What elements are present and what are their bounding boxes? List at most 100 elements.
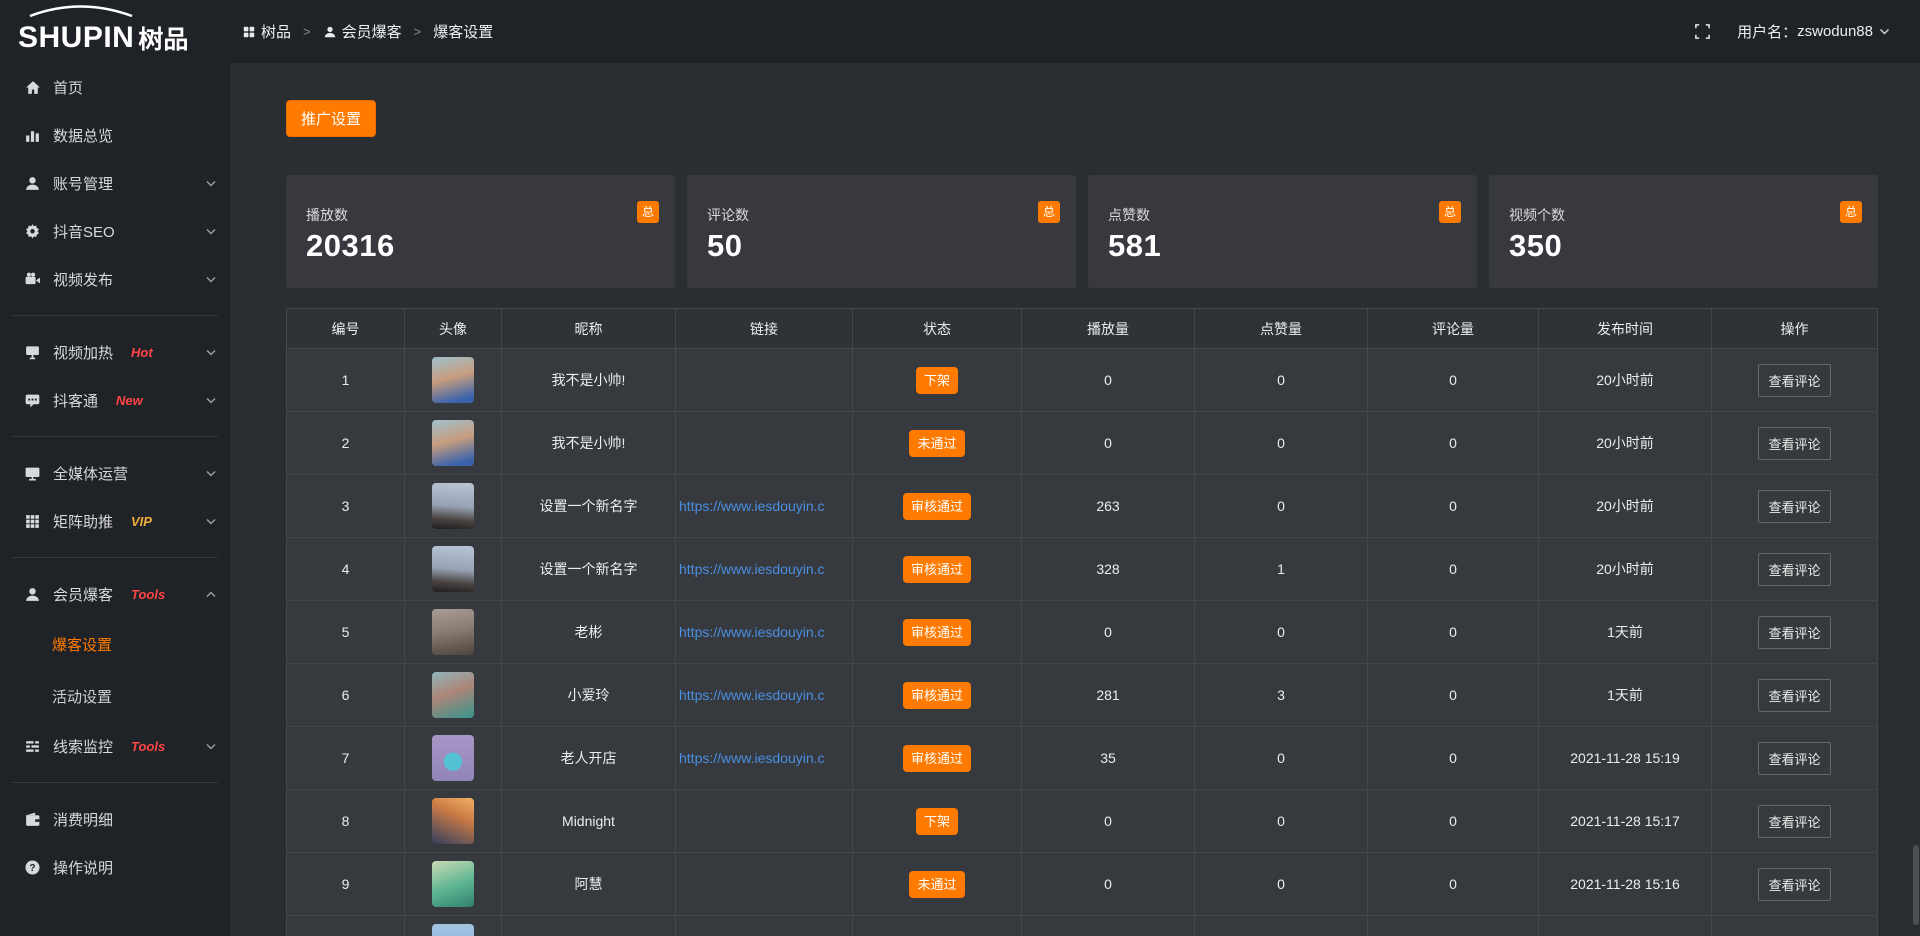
view-comments-button[interactable]: 查看评论 (1758, 678, 1831, 712)
monitor-icon (24, 465, 41, 482)
breadcrumb-separator: > (303, 24, 311, 39)
action-cell: 查看评论 (1712, 538, 1877, 600)
view-comments-button[interactable]: 查看评论 (1758, 426, 1831, 460)
logo-arc-icon (29, 5, 133, 18)
sidebar-item-抖音SEO[interactable]: 抖音SEO (0, 207, 230, 255)
sidebar-item-抖客通[interactable]: 抖客通 New (0, 376, 230, 424)
sidebar-item-会员爆客[interactable]: 会员爆客 Tools (0, 570, 230, 618)
sidebar-item-视频发布[interactable]: 视频发布 (0, 255, 230, 303)
likes-cell: 0 (1195, 853, 1368, 915)
status-badge[interactable]: 审核通过 (902, 681, 971, 709)
row-number-cell: 4 (287, 538, 405, 600)
status-badge[interactable]: 审核通过 (902, 618, 971, 646)
view-comments-button[interactable]: 查看评论 (1758, 363, 1831, 397)
status-badge[interactable]: 审核通过 (902, 555, 971, 583)
comments-cell: 0 (1368, 727, 1539, 789)
avatar (432, 609, 474, 655)
view-comments-button[interactable]: 查看评论 (1758, 804, 1831, 838)
avatar (432, 924, 474, 936)
fullscreen-icon[interactable] (1694, 23, 1711, 40)
nickname-cell: 我不是小帅! (502, 349, 676, 411)
sidebar-item-全媒体运营[interactable]: 全媒体运营 (0, 449, 230, 497)
main-content: 推广设置 播放数 20316 总评论数 50 总点赞数 581 总视频个数 350 总 编号 头像… (230, 63, 1920, 936)
likes-cell: 3 (1195, 664, 1368, 726)
video-icon (24, 271, 41, 288)
link-cell: https://www.iesdouyin.c (676, 601, 853, 663)
video-link[interactable]: https://www.iesdouyin.c (679, 561, 825, 577)
chevron-down-icon (206, 180, 216, 187)
view-comments-button[interactable]: 查看评论 (1758, 741, 1831, 775)
stat-card-value: 50 (707, 228, 743, 263)
chevron-down-icon (206, 397, 216, 404)
status-badge[interactable]: 未通过 (909, 429, 965, 457)
sidebar-item-视频加热[interactable]: 视频加热 Hot (0, 328, 230, 376)
likes-cell: 0 (1195, 601, 1368, 663)
action-cell: 查看评论 (1712, 412, 1877, 474)
sidebar-tag: Tools (131, 738, 166, 754)
sidebar-item-账号管理[interactable]: 账号管理 (0, 159, 230, 207)
table-header-cell: 昵称 (502, 309, 676, 348)
breadcrumb-item-会员爆客[interactable]: 会员爆客 (323, 21, 402, 42)
comments-cell: 0 (1368, 349, 1539, 411)
user-icon (24, 586, 41, 603)
comments-cell: 0 (1368, 790, 1539, 852)
user-icon (323, 25, 337, 39)
avatar-cell (405, 475, 502, 537)
likes-cell: 0 (1195, 349, 1368, 411)
stat-card-label: 点赞数 (1108, 207, 1150, 223)
view-comments-button[interactable]: 查看评论 (1758, 489, 1831, 523)
likes-cell (1195, 916, 1368, 936)
scrollbar-thumb[interactable] (1913, 845, 1919, 925)
view-comments-button[interactable]: 查看评论 (1758, 867, 1831, 901)
publish-time-cell: 1天前 (1539, 601, 1712, 663)
breadcrumb-item-爆客设置[interactable]: 爆客设置 (433, 21, 493, 42)
status-cell: 下架 (853, 349, 1022, 411)
video-link[interactable]: https://www.iesdouyin.c (679, 624, 825, 640)
grid-icon (242, 25, 256, 39)
row-number-cell (287, 916, 405, 936)
sidebar-item-首页[interactable]: 首页 (0, 63, 230, 111)
video-link[interactable]: https://www.iesdouyin.c (679, 498, 825, 514)
avatar (432, 546, 474, 592)
app-logo[interactable]: SHUPIN 树品 (0, 0, 230, 63)
avatar-cell (405, 664, 502, 726)
nickname-cell: 设置一个新名字 (502, 475, 676, 537)
status-cell: 审核通过 (853, 475, 1022, 537)
stat-card-评论数: 评论数 50 总 (687, 175, 1076, 288)
view-comments-button[interactable]: 查看评论 (1758, 552, 1831, 586)
comments-cell (1368, 916, 1539, 936)
chevron-up-icon (206, 590, 216, 598)
username-dropdown[interactable]: 用户名： zswodun88 (1737, 21, 1890, 42)
breadcrumb-label: 会员爆客 (341, 24, 402, 41)
avatar (432, 861, 474, 907)
view-comments-button[interactable]: 查看评论 (1758, 615, 1831, 649)
sidebar-subitem-爆客设置[interactable]: 爆客设置 (52, 636, 113, 654)
total-badge: 总 (1439, 201, 1461, 223)
sidebar-item-label: 账号管理 (53, 175, 114, 193)
sidebar-item-消费明细[interactable]: 消费明细 (0, 795, 230, 843)
breadcrumb-item-树品[interactable]: 树品 (242, 21, 291, 42)
status-badge[interactable]: 下架 (915, 366, 958, 394)
publish-time-cell: 20小时前 (1539, 475, 1712, 537)
sidebar-item-数据总览[interactable]: 数据总览 (0, 111, 230, 159)
action-cell: 查看评论 (1712, 727, 1877, 789)
sidebar-subitem-活动设置[interactable]: 活动设置 (52, 688, 113, 706)
video-link[interactable]: https://www.iesdouyin.c (679, 750, 825, 766)
grid9-icon (24, 513, 41, 530)
sidebar-item-线索监控[interactable]: 线索监控 Tools (0, 722, 230, 770)
breadcrumb: 树品 > 会员爆客 > 爆客设置 (242, 21, 493, 42)
chevron-down-icon (206, 228, 216, 235)
row-number-cell: 2 (287, 412, 405, 474)
row-number-cell: 3 (287, 475, 405, 537)
sidebar-item-操作说明[interactable]: ? 操作说明 (0, 843, 230, 891)
video-link[interactable]: https://www.iesdouyin.c (679, 687, 825, 703)
promo-settings-button[interactable]: 推广设置 (286, 100, 377, 137)
action-cell: 查看评论 (1712, 790, 1877, 852)
status-badge[interactable]: 审核通过 (902, 492, 971, 520)
status-badge[interactable]: 审核通过 (902, 744, 971, 772)
avatar (432, 735, 474, 781)
status-badge[interactable]: 下架 (915, 807, 958, 835)
status-badge[interactable]: 未通过 (909, 870, 965, 898)
sidebar-item-矩阵助推[interactable]: 矩阵助推 VIP (0, 497, 230, 545)
nickname-cell: 小爱玲 (502, 664, 676, 726)
